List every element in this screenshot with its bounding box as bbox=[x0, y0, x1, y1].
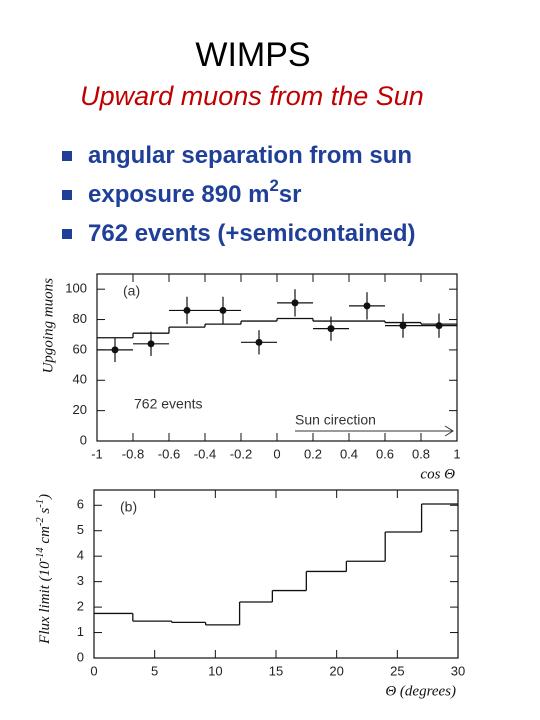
y-tick-label: 0 bbox=[77, 649, 84, 664]
x-tick-label: -0.8 bbox=[122, 446, 144, 461]
y-tick-label: 5 bbox=[77, 522, 84, 537]
data-point bbox=[399, 322, 407, 330]
y-tick-label: 3 bbox=[77, 573, 84, 588]
step-riser bbox=[132, 504, 423, 625]
bullet-text: exposure 890 m2sr bbox=[88, 176, 301, 208]
bullet-marker bbox=[62, 190, 72, 200]
x-tick-label: 25 bbox=[390, 663, 404, 678]
y-tick-label: 60 bbox=[73, 341, 87, 356]
text-run: sr bbox=[279, 181, 302, 208]
y-tick-label: 0 bbox=[80, 432, 87, 447]
x-tick-label: 10 bbox=[208, 663, 222, 678]
data-point bbox=[111, 346, 119, 354]
x-axis-label: cos Θ bbox=[420, 466, 455, 482]
panel-label: (b) bbox=[120, 499, 137, 515]
y-tick-label: 4 bbox=[77, 548, 84, 563]
sun-arrow bbox=[295, 425, 454, 437]
text-run: cm bbox=[37, 526, 53, 547]
annotation: 762 events bbox=[134, 396, 203, 412]
panel-label: (a) bbox=[123, 283, 140, 299]
annotation: Sun cirection bbox=[295, 412, 376, 428]
x-tick-label: 0.6 bbox=[376, 446, 394, 461]
data-point bbox=[183, 306, 191, 314]
y-tick-label: 6 bbox=[77, 497, 84, 512]
y-tick-label: 80 bbox=[73, 311, 87, 326]
plot-frame bbox=[93, 489, 459, 659]
text-run: exposure 890 m bbox=[88, 181, 269, 208]
data-point bbox=[435, 322, 443, 330]
data-point bbox=[327, 325, 335, 333]
text-run: 762 events (+semicontained) bbox=[88, 220, 415, 247]
data-point bbox=[291, 299, 299, 307]
bullet-text: 762 events (+semicontained) bbox=[88, 220, 415, 247]
text-run: ) bbox=[37, 494, 53, 500]
y-tick-label: 20 bbox=[73, 402, 87, 417]
superscript: -2 bbox=[35, 517, 46, 526]
x-axis-label: Θ (degrees) bbox=[385, 683, 456, 699]
x-tick-label: 0.2 bbox=[304, 446, 322, 461]
x-tick-label: -0.2 bbox=[230, 446, 252, 461]
bullet-marker bbox=[62, 229, 72, 239]
data-point bbox=[147, 340, 155, 348]
superscript: -1 bbox=[35, 499, 46, 508]
x-tick-label: -0.6 bbox=[158, 446, 180, 461]
x-tick-label: 0 bbox=[90, 663, 97, 678]
data-point bbox=[219, 306, 227, 314]
superscript: -14 bbox=[35, 547, 46, 562]
y-tick-label: 40 bbox=[73, 372, 87, 387]
x-tick-label: -0.4 bbox=[194, 446, 216, 461]
text-run: s bbox=[37, 508, 53, 518]
x-tick-label: 0.8 bbox=[412, 446, 430, 461]
x-tick-label: 5 bbox=[151, 663, 158, 678]
text-run: Flux limit (10 bbox=[37, 561, 53, 645]
x-tick-label: 0 bbox=[273, 446, 280, 461]
y-tick-label: 100 bbox=[65, 281, 87, 296]
x-tick-label: 0.4 bbox=[340, 446, 358, 461]
x-tick-label: -1 bbox=[91, 446, 103, 461]
plot-frame bbox=[96, 273, 458, 442]
x-tick-label: 1 bbox=[453, 446, 460, 461]
text-run: angular separation from sun bbox=[88, 142, 412, 169]
y-axis-label: Upgoing muons bbox=[40, 278, 56, 374]
slide-title: WIMPS bbox=[195, 36, 310, 74]
data-point bbox=[255, 338, 263, 346]
x-tick-label: 20 bbox=[329, 663, 343, 678]
slide-subtitle: Upward muons from the Sun bbox=[80, 81, 424, 111]
x-tick-label: 30 bbox=[451, 663, 465, 678]
superscript: 2 bbox=[269, 176, 278, 195]
bullet-marker bbox=[62, 151, 72, 161]
y-tick-label: 2 bbox=[77, 599, 84, 614]
bullet-text: angular separation from sun bbox=[88, 142, 412, 169]
data-point bbox=[363, 302, 371, 310]
x-tick-label: 15 bbox=[269, 663, 283, 678]
y-tick-label: 1 bbox=[77, 624, 84, 639]
y-axis-label: Flux limit (10-14 cm-2 s-1) bbox=[35, 494, 54, 645]
